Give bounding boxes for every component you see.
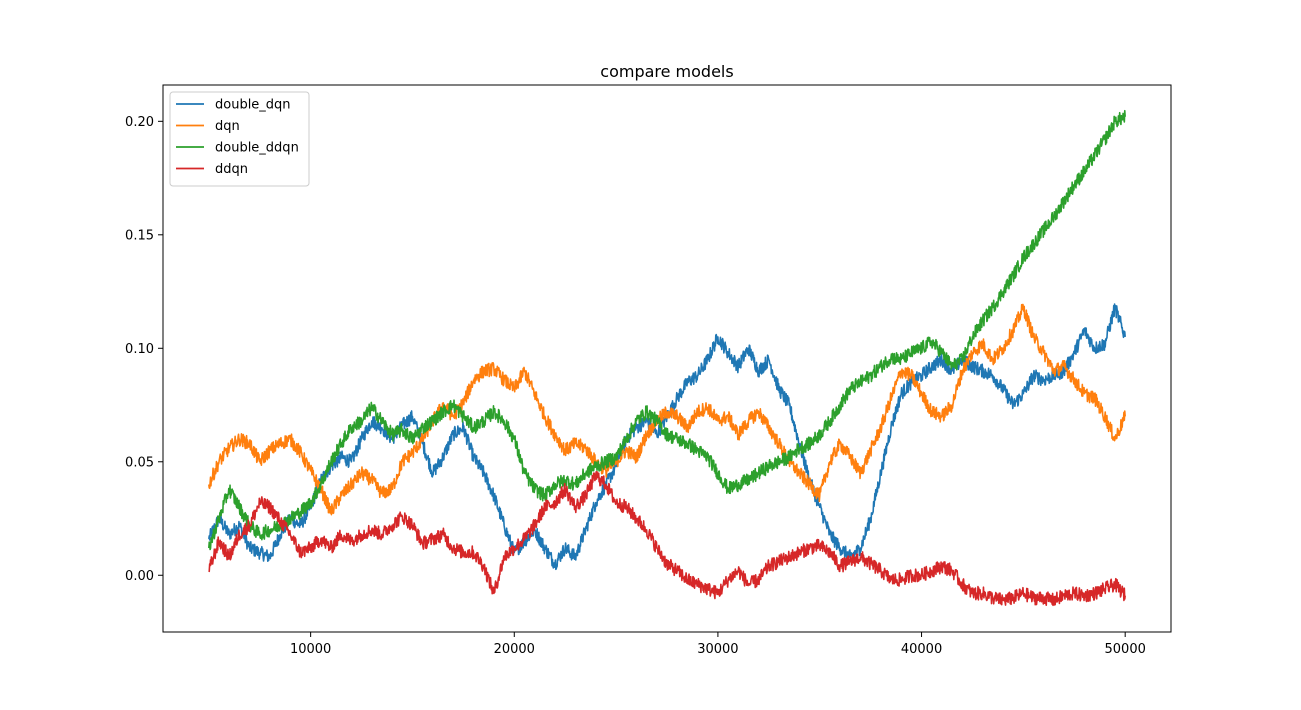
x-tick-label: 10000: [290, 642, 331, 657]
y-tick-label: 0.05: [125, 455, 154, 470]
series-layer: [208, 109, 1126, 607]
plot-frame: [162, 84, 1172, 633]
series-line-ddqn: [208, 470, 1126, 607]
y-tick-label: 0.00: [125, 569, 154, 584]
y-tick-label: 0.20: [125, 115, 154, 130]
legend-label: double_ddqn: [215, 141, 299, 156]
x-tick-label: 30000: [697, 642, 738, 657]
series-line-double-ddqn: [208, 109, 1126, 551]
x-tick-label: 40000: [901, 642, 942, 657]
plot-area: [162, 84, 1172, 633]
y-tick-label: 0.15: [125, 228, 154, 243]
legend-label: ddqn: [215, 162, 248, 177]
legend-label: dqn: [215, 119, 240, 134]
y-tick-label: 0.10: [125, 342, 154, 357]
x-axis: 10000 20000 30000 40000 50000: [290, 632, 1146, 657]
y-axis: 0.00 0.05 0.10 0.15 0.20: [125, 115, 163, 584]
x-tick-label: 50000: [1105, 642, 1146, 657]
legend-box: [169, 91, 310, 187]
legend-label: double_dqn: [215, 98, 291, 113]
series-line-dqn: [208, 303, 1126, 516]
x-tick-label: 20000: [494, 642, 535, 657]
chart-title: compare models: [600, 62, 733, 81]
